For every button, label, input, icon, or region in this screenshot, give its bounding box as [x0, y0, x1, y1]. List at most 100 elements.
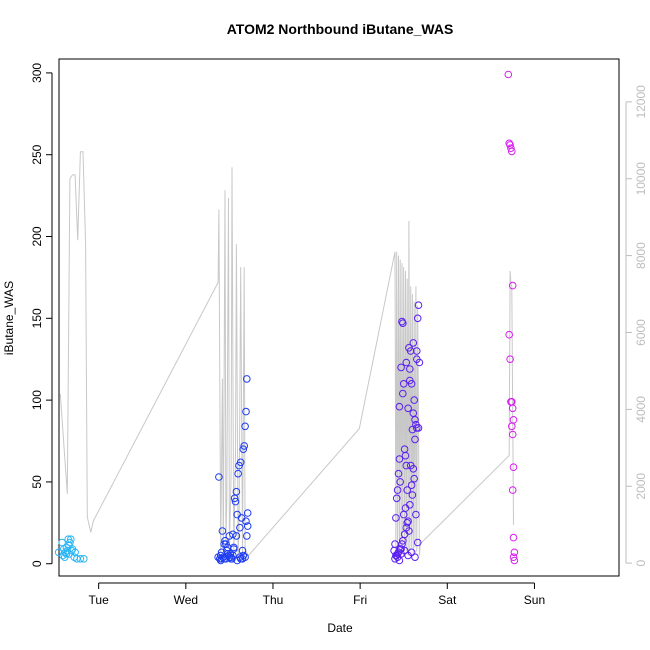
y2-tick-label: 0: [634, 559, 648, 566]
x-tick-label: Fri: [353, 593, 367, 607]
data-point: [238, 546, 247, 555]
data-point: [242, 407, 250, 416]
data-point: [243, 509, 252, 517]
data-point: [406, 347, 415, 355]
data-point: [236, 523, 244, 532]
data-point: [505, 330, 514, 339]
data-point: [510, 548, 519, 557]
data-point: [404, 517, 412, 526]
chart-title: ATOM2 Northbound iButane_WAS: [227, 21, 454, 37]
data-point: [408, 491, 417, 499]
data-point: [401, 451, 410, 460]
y-tick-label: 0: [30, 560, 44, 567]
data-point: [395, 402, 404, 411]
y-axis-label: iButane_WAS: [2, 281, 16, 355]
x-tick-label: Wed: [174, 593, 198, 607]
data-point: [396, 478, 405, 486]
data-point: [413, 347, 421, 355]
y2-tick-label: 8000: [634, 242, 648, 269]
y2-tick-label: 4000: [634, 396, 648, 423]
data-point: [243, 522, 252, 530]
data-point: [399, 389, 407, 398]
data-point: [509, 416, 518, 424]
data-point: [242, 517, 250, 526]
data-point: [509, 553, 518, 562]
data-point: [410, 396, 419, 404]
data-point: [505, 139, 514, 148]
data-point: [231, 497, 240, 506]
data-point: [411, 553, 419, 562]
data-point: [406, 376, 414, 385]
y2-tick-label: 6000: [634, 319, 648, 346]
series-0: [54, 535, 88, 563]
data-point: [80, 555, 88, 563]
data-point: [406, 501, 414, 509]
data-point: [394, 469, 403, 478]
data-point: [399, 319, 407, 328]
data-point: [240, 442, 248, 450]
data-point: [400, 546, 409, 555]
data-point: [392, 494, 401, 503]
data-point: [218, 527, 227, 535]
data-point: [406, 365, 414, 373]
data-point: [414, 424, 423, 432]
x-tick-label: Thu: [263, 593, 284, 607]
data-point: [413, 314, 422, 323]
series-1: [214, 375, 252, 565]
data-point: [225, 553, 234, 562]
y-tick-label: 250: [30, 144, 44, 164]
data-point: [392, 514, 400, 522]
right-axis-line-series: [59, 151, 514, 557]
x-tick-label: Tue: [89, 593, 110, 607]
data-point: [395, 455, 404, 463]
data-point: [66, 538, 74, 547]
data-point: [215, 473, 223, 481]
data-point: [243, 375, 251, 383]
y-tick-label: 50: [30, 475, 44, 489]
data-point: [506, 355, 514, 364]
data-point: [216, 556, 225, 565]
data-point: [413, 538, 422, 547]
data-point: [509, 533, 518, 542]
data-point: [403, 486, 412, 494]
data-point: [402, 358, 411, 367]
data-point: [508, 422, 516, 431]
plot-frame: [58, 58, 620, 577]
y2-tick-label: 2000: [634, 473, 648, 500]
y2-tick-label: 12000: [634, 85, 648, 119]
data-point: [392, 551, 400, 560]
data-point: [393, 486, 402, 494]
data-point: [230, 543, 238, 552]
plot-area: 0 50 100 150 200 250 300 0 2000 4000 6000 8000 10000…: [30, 58, 648, 607]
y-tick-label: 100: [30, 390, 44, 410]
data-point: [241, 553, 249, 562]
data-point: [508, 281, 517, 290]
y-tick-label: 200: [30, 226, 44, 246]
series-3: [504, 70, 519, 565]
x-tick-label: Sun: [524, 593, 545, 607]
data-point: [507, 144, 515, 152]
y-tick-label: 150: [30, 308, 44, 328]
data-point: [67, 546, 76, 555]
data-point: [508, 147, 516, 156]
data-point: [234, 469, 242, 478]
data-point: [412, 510, 420, 519]
data-point: [397, 363, 405, 372]
data-point: [229, 530, 237, 539]
data-point: [404, 404, 412, 413]
data-point: [243, 532, 251, 540]
data-point: [504, 70, 513, 79]
data-point: [411, 435, 419, 444]
data-point: [508, 404, 517, 413]
data-point: [399, 380, 408, 388]
data-point: [508, 430, 517, 439]
x-tick-label: Sat: [438, 593, 457, 607]
data-point: [232, 532, 241, 540]
data-point: [76, 555, 85, 563]
data-point: [239, 445, 248, 454]
data-point: [410, 474, 419, 483]
data-point: [409, 339, 418, 347]
data-point: [510, 556, 519, 565]
data-point: [236, 458, 245, 467]
y2-tick-label: 10000: [634, 162, 648, 196]
